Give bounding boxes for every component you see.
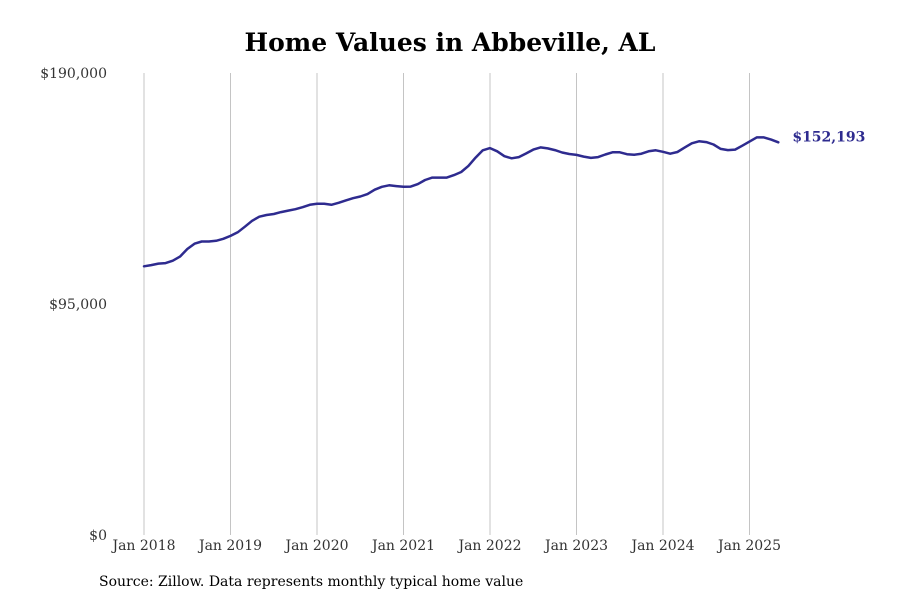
series-end-label: $152,193 — [792, 129, 865, 145]
x-tick-label: Jan 2021 — [370, 538, 435, 554]
y-tick-label: $190,000 — [40, 66, 107, 82]
y-tick-label: $95,000 — [49, 297, 107, 313]
x-gridlines — [143, 73, 750, 535]
series-line — [142, 136, 780, 268]
x-tick-label: Jan 2020 — [283, 538, 348, 554]
x-tick-label: Jan 2018 — [110, 538, 175, 554]
source-note: Source: Zillow. Data represents monthly … — [99, 574, 524, 590]
x-tick-label: Jan 2024 — [629, 538, 694, 554]
x-tick-label: Jan 2025 — [716, 538, 781, 554]
x-tick-label: Jan 2022 — [456, 538, 521, 554]
y-tick-label: $0 — [89, 528, 107, 544]
chart-title: Home Values in Abbeville, AL — [244, 28, 656, 57]
series-layer: $152,193 — [142, 129, 865, 268]
y-axis-tick-labels: $0 $95,000 $190,000 — [40, 66, 107, 544]
x-tick-label: Jan 2023 — [543, 538, 608, 554]
x-tick-label: Jan 2019 — [197, 538, 262, 554]
x-axis-tick-labels: Jan 2018 Jan 2019 Jan 2020 Jan 2021 Jan 2022… — [110, 538, 781, 554]
